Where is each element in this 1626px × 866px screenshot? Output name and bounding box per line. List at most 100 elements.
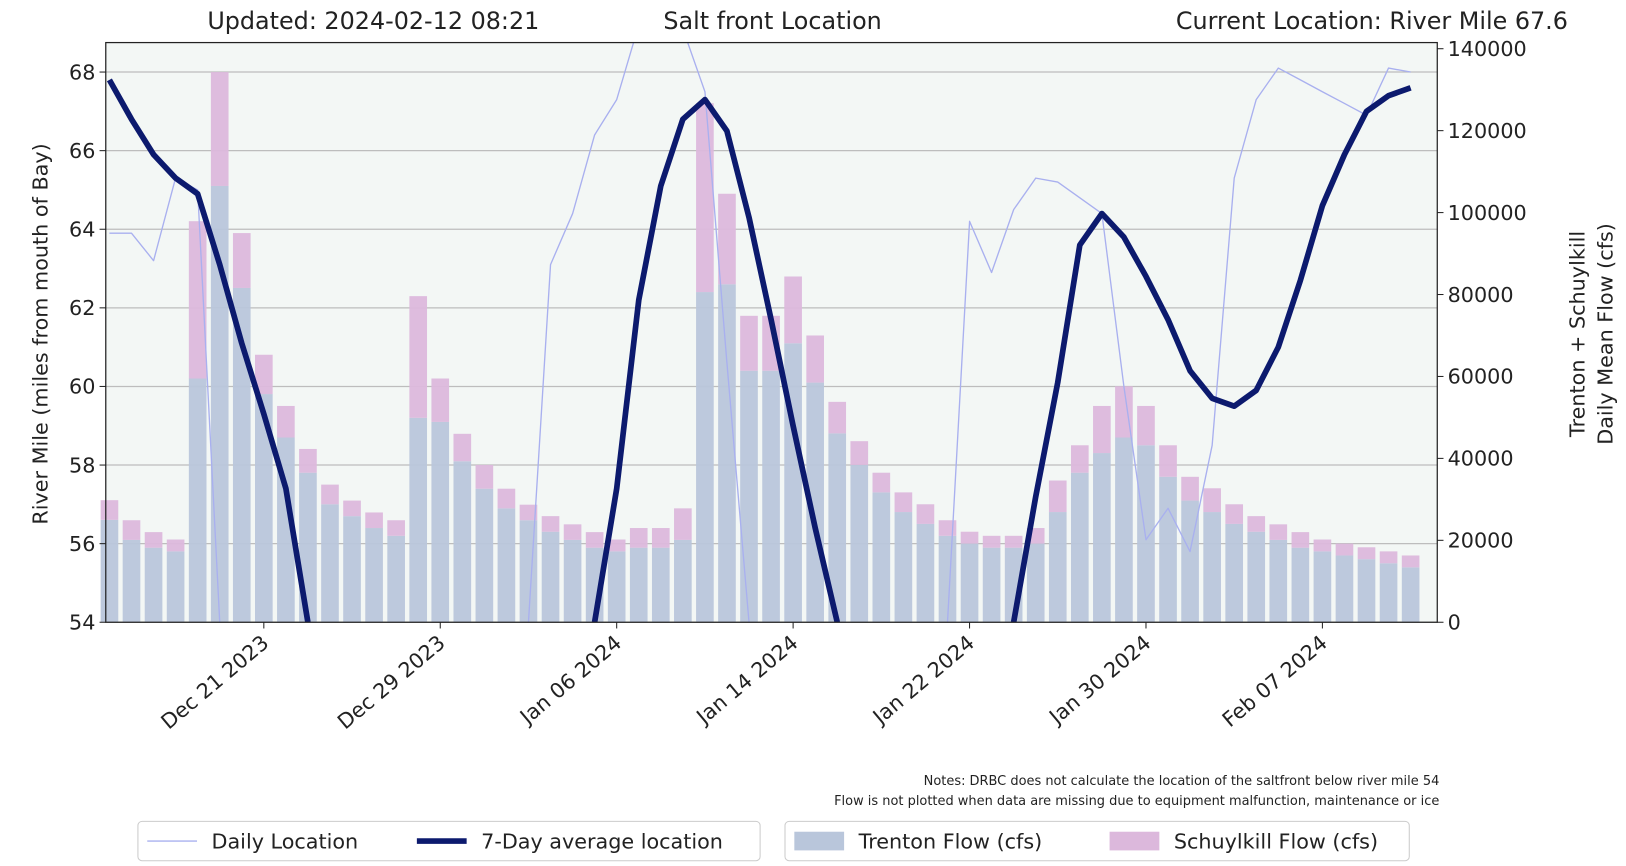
bar	[1159, 445, 1177, 477]
bar	[431, 421, 450, 623]
bar	[585, 532, 604, 548]
bar	[1048, 480, 1067, 513]
bar	[1335, 555, 1354, 623]
legend: Daily Location 7-Day average location Tren…	[147, 829, 1378, 853]
bar	[1203, 512, 1221, 623]
legend-label: 7-Day average location	[481, 829, 723, 853]
bar	[806, 335, 824, 383]
bar	[232, 233, 251, 288]
bar	[166, 551, 185, 623]
bar	[1401, 567, 1420, 623]
bar	[232, 287, 251, 623]
bar	[409, 296, 428, 418]
bar	[1247, 516, 1266, 532]
y2-tick-label: 140000	[1448, 37, 1527, 61]
bar	[144, 547, 163, 623]
bar	[321, 504, 339, 623]
note: Flow is not plotted when data are missin…	[834, 794, 1439, 809]
bar	[1115, 437, 1133, 623]
y2-axis-label: Trenton + Schuylkill	[1566, 231, 1590, 438]
bar	[850, 464, 869, 623]
bar	[1313, 551, 1332, 623]
bar	[1203, 488, 1221, 513]
bar	[784, 276, 802, 344]
bar	[828, 433, 847, 623]
bar	[1335, 543, 1354, 556]
y-tick-label: 60	[69, 375, 95, 399]
bar	[1115, 386, 1133, 438]
x-tick-label: Jan 30 2024	[1043, 631, 1155, 731]
bar	[1291, 532, 1310, 548]
bar	[210, 72, 229, 186]
bar	[1379, 551, 1398, 564]
bar	[1093, 405, 1111, 454]
y-tick-label: 68	[69, 60, 95, 84]
bar	[740, 315, 758, 371]
bar	[938, 535, 957, 623]
y-axis-label: River Mile (miles from mouth of Bay)	[29, 143, 53, 524]
bar	[299, 448, 317, 473]
bar	[651, 528, 670, 548]
bar	[982, 535, 1001, 548]
bar	[938, 520, 957, 536]
bar	[387, 520, 405, 536]
bar	[166, 539, 185, 552]
bar	[872, 472, 891, 493]
legend-swatch	[1109, 831, 1160, 851]
bar	[1093, 453, 1111, 623]
bar	[277, 405, 295, 438]
bar	[1357, 547, 1376, 560]
bar	[1004, 535, 1023, 548]
bar	[563, 524, 582, 540]
bar	[1401, 555, 1420, 568]
bar	[629, 547, 648, 623]
bar	[1291, 547, 1310, 623]
y2-tick-label: 80000	[1448, 283, 1514, 307]
bar	[762, 370, 780, 623]
x-tick-label: Jan 06 2024	[514, 631, 626, 731]
y2-tick-label: 120000	[1448, 119, 1527, 143]
y-tick-label: 58	[69, 453, 95, 477]
bar	[497, 488, 516, 509]
bar	[409, 417, 428, 623]
bar	[740, 370, 758, 623]
bar	[100, 500, 119, 520]
bar	[431, 378, 450, 422]
bar	[1159, 476, 1177, 623]
y2-tick-label: 100000	[1448, 201, 1527, 225]
bar	[519, 520, 538, 623]
y-tick-label: 66	[69, 139, 95, 163]
y-tick-label: 56	[69, 532, 95, 556]
bar	[982, 547, 1001, 623]
bar	[1379, 563, 1398, 623]
bar	[718, 284, 736, 623]
annotation: Current Location: River Mile 67.6	[1176, 7, 1568, 35]
legend-label: Schuylkill Flow (cfs)	[1174, 829, 1378, 853]
bar	[541, 516, 560, 532]
bar	[674, 539, 692, 623]
bar	[453, 461, 472, 623]
bar	[1225, 504, 1244, 524]
legend-swatch	[794, 831, 845, 851]
bar	[629, 528, 648, 548]
lines	[106, 42, 1412, 623]
legend-box	[784, 820, 1410, 862]
legend-label: Trenton Flow (cfs)	[858, 829, 1043, 853]
bar	[696, 103, 714, 293]
bar	[872, 492, 891, 623]
bar	[1225, 523, 1244, 623]
bar	[387, 535, 405, 623]
bar	[607, 539, 626, 552]
bar	[607, 551, 626, 623]
bar	[1181, 476, 1199, 501]
bar	[188, 378, 207, 623]
bar	[255, 394, 273, 623]
subtitle: Updated: 2024-02-12 08:21	[207, 7, 539, 35]
bar	[828, 401, 847, 434]
bar	[277, 437, 295, 623]
plot-frame	[105, 41, 1438, 623]
y-tick-label: 54	[69, 611, 95, 635]
x-tick-label: Dec 29 2023	[333, 631, 450, 734]
bar	[122, 520, 141, 540]
